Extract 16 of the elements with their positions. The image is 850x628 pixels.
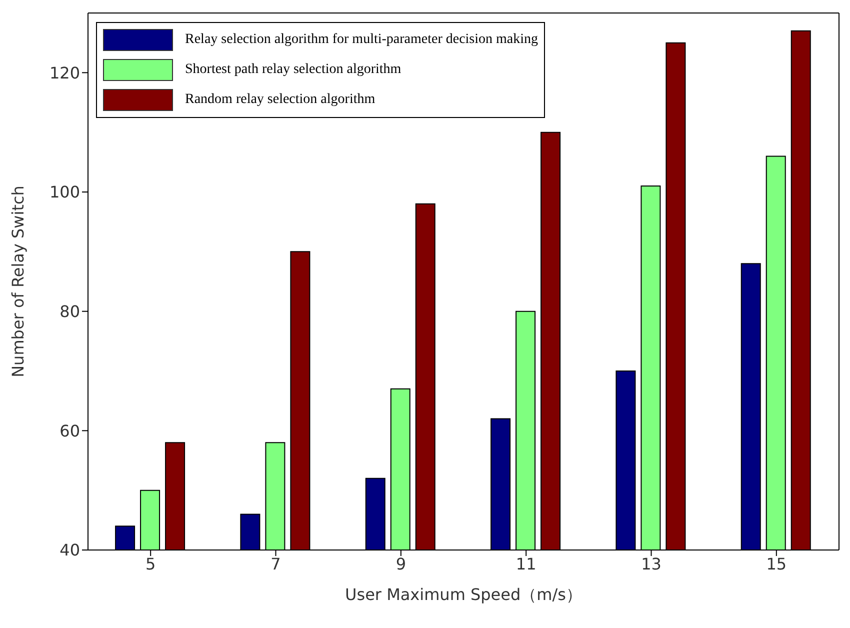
- x-axis-title: User Maximum Speed（m/s）: [345, 585, 582, 604]
- x-tick-label: 5: [145, 554, 156, 574]
- y-tick-label: 80: [60, 302, 80, 322]
- y-tick-label: 120: [49, 63, 80, 82]
- x-tick-label: 7: [270, 554, 281, 574]
- y-tick-label: 60: [60, 421, 80, 440]
- legend-label: Shortest path relay selection algorithm: [185, 62, 402, 78]
- x-tick-label: 15: [766, 554, 787, 574]
- y-axis-title: Number of Relay Switch: [8, 186, 28, 378]
- legend-label: Random relay selection algorithm: [185, 92, 376, 108]
- x-tick-label: 9: [396, 554, 406, 574]
- y-tick-label: 100: [49, 182, 80, 202]
- x-tick-label: 13: [641, 554, 662, 574]
- legend-label: Relay selection algorithm for multi-parameter decision making: [185, 32, 538, 48]
- x-tick-label: 11: [516, 554, 536, 574]
- y-tick-label: 40: [60, 540, 80, 560]
